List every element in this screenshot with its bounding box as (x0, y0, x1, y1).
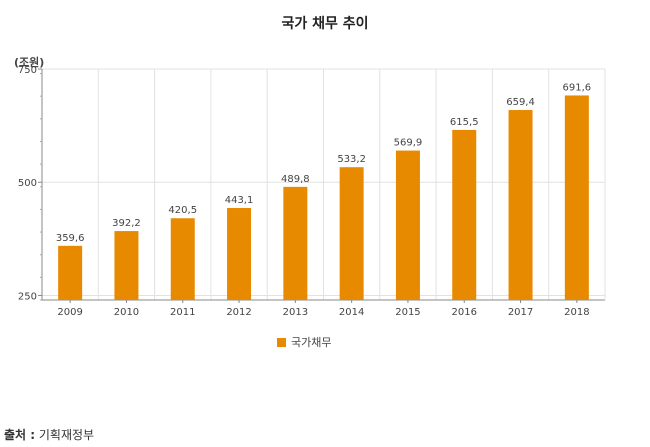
data-label: 691,6 (563, 82, 592, 93)
bar (339, 167, 364, 300)
legend-swatch (277, 337, 286, 347)
y-tick-label: 250 (18, 291, 37, 302)
bar (452, 129, 477, 300)
x-tick-label: 2013 (283, 307, 308, 318)
data-label: 392,2 (112, 218, 141, 229)
x-tick-label: 2014 (339, 307, 364, 318)
y-axis-unit: (조원) (14, 56, 45, 69)
bar-chart: 250 500 750 359,6 2009 392,2 2010 420,5 2011 443,… (18, 65, 606, 318)
legend: 국가채무 (277, 334, 331, 350)
x-tick-label: 2018 (564, 307, 589, 318)
bar (58, 245, 83, 300)
data-label: 443,1 (225, 195, 254, 206)
source-text: 기획재정부 (38, 428, 95, 442)
legend-label: 국가채무 (291, 336, 332, 349)
data-label: 569,9 (394, 138, 423, 149)
data-label: 659,4 (506, 97, 535, 108)
x-tick-label: 2010 (114, 307, 139, 318)
bar (283, 186, 308, 300)
source-label: 출처 : (4, 428, 36, 442)
bar (170, 218, 195, 300)
source-note: 출처 : 기획재정부 (4, 426, 94, 443)
bar (564, 95, 589, 300)
y-tick-label: 750 (18, 65, 37, 76)
data-label: 615,5 (450, 117, 479, 128)
x-tick-label: 2012 (226, 307, 251, 318)
bar (395, 150, 420, 300)
x-tick-label: 2016 (452, 307, 477, 318)
bar (114, 231, 139, 300)
y-tick-label: 500 (18, 178, 37, 189)
x-tick-label: 2009 (57, 307, 82, 318)
x-tick-label: 2017 (508, 307, 533, 318)
data-label: 420,5 (168, 205, 197, 216)
bar (508, 110, 533, 300)
x-tick-label: 2015 (395, 307, 420, 318)
x-tick-label: 2011 (170, 307, 195, 318)
bar (227, 208, 252, 300)
chart-title: 국가 채무 추이 (281, 16, 369, 32)
data-label: 533,2 (337, 154, 366, 165)
data-label: 489,8 (281, 174, 310, 185)
data-label: 359,6 (56, 233, 85, 244)
